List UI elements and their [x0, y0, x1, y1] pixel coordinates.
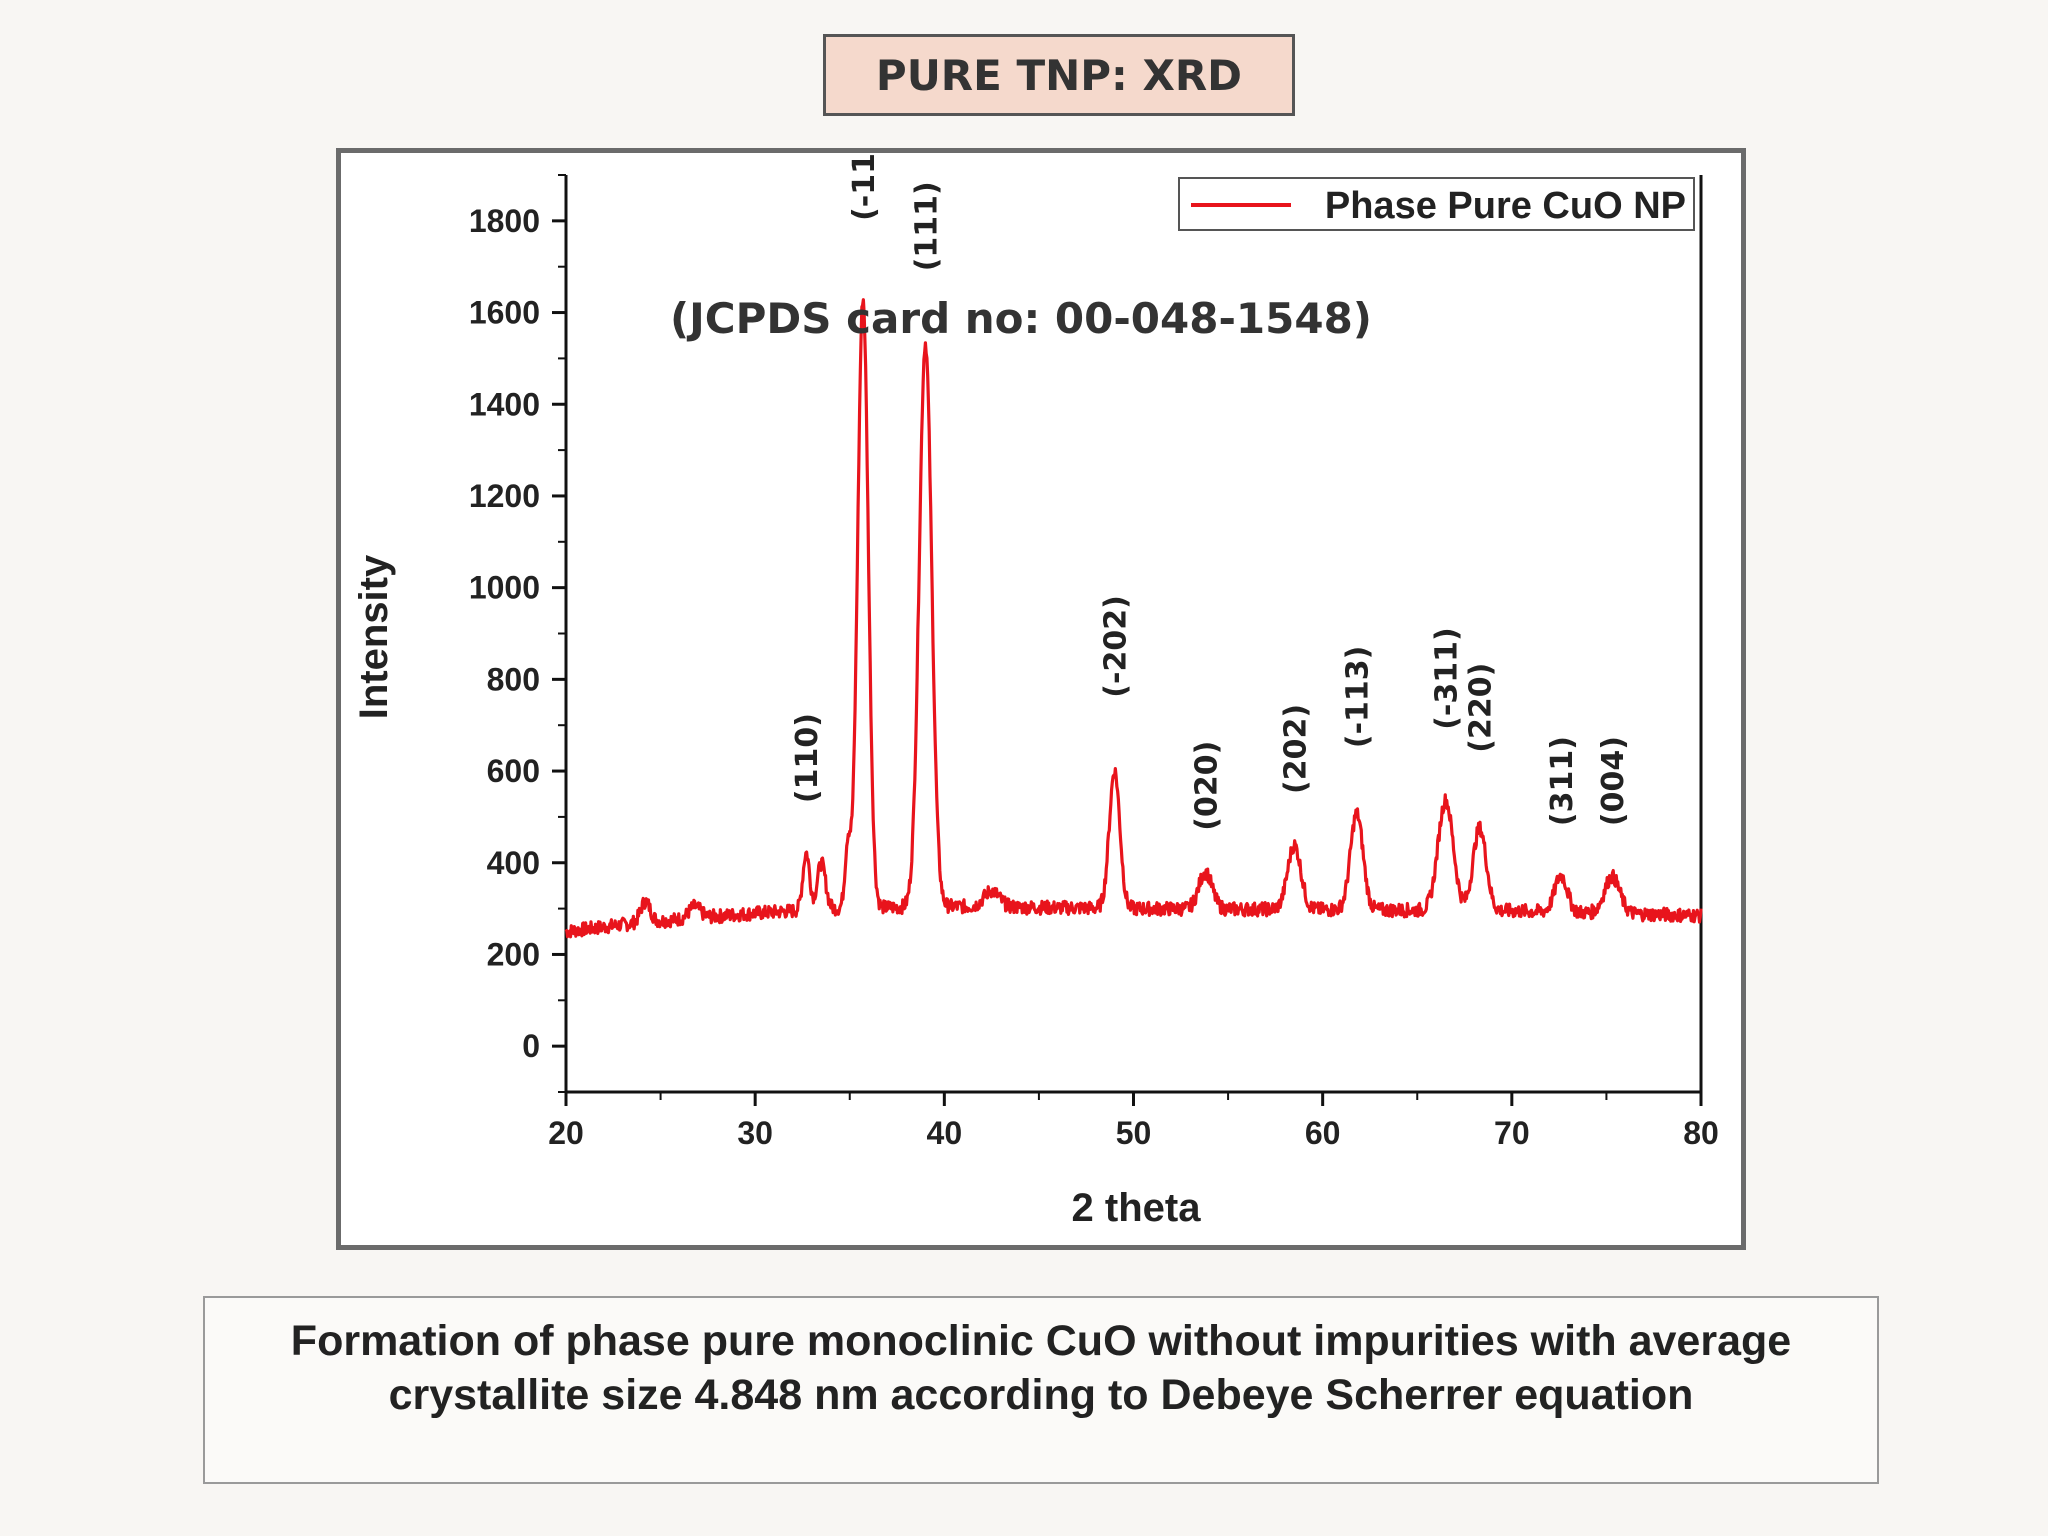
peak-label: (202) [1278, 704, 1313, 794]
x-tick-label: 20 [548, 1115, 584, 1151]
x-tick-label: 30 [737, 1115, 773, 1151]
peak-label: (-111) [847, 153, 882, 221]
peak-label: (-202) [1099, 595, 1134, 698]
x-tick-label: 60 [1305, 1115, 1341, 1151]
peak-label: (-113) [1341, 646, 1376, 749]
caption-text: Formation of phase pure monoclinic CuO w… [290, 1317, 1792, 1419]
y-tick-label: 1800 [469, 203, 540, 239]
y-tick-label: 1000 [469, 570, 540, 606]
x-tick-label: 40 [927, 1115, 963, 1151]
y-axis-label: Intensity [352, 554, 396, 719]
y-tick-label: 1200 [469, 478, 540, 514]
slide-title: PURE TNP: XRD [823, 34, 1295, 116]
series-line [564, 298, 1703, 939]
peak-labels-layer: (110) (-111) (111) (-202) (020) (202) (-113) (-… [790, 153, 1631, 831]
chart-legend: Phase Pure CuO NP [1178, 177, 1695, 231]
y-tick-label: 0 [522, 1028, 540, 1064]
y-tick-label: 400 [487, 845, 540, 881]
x-tick-label: 50 [1116, 1115, 1152, 1151]
legend-label: Phase Pure CuO NP [1325, 185, 1686, 227]
caption-box: Formation of phase pure monoclinic CuO w… [203, 1296, 1879, 1484]
chart-ticks: 20 30 40 50 60 70 8002004006008001000120014001… [469, 174, 1719, 1151]
peak-label: (004) [1596, 736, 1631, 826]
xrd-chart-frame: 20 30 40 50 60 70 80 0 200 400 600 800 1000 1200 1400 1… [336, 148, 1746, 1250]
peak-label: (020) [1189, 741, 1224, 831]
peak-label: (110) [790, 713, 825, 803]
chart-series-layer [564, 298, 1703, 939]
peak-label: (220) [1464, 663, 1499, 753]
y-tick-label: 200 [487, 936, 540, 972]
x-axis-label: 2 theta [1072, 1186, 1202, 1230]
jcpds-annotation: (JCPDS card no: 00-048-1548) [670, 294, 1372, 343]
peak-label: (311) [1545, 736, 1580, 826]
y-tick-label: 600 [487, 753, 540, 789]
peak-label: (111) [909, 181, 944, 271]
xrd-chart: 20 30 40 50 60 70 8002004006008001000120014001… [352, 153, 1719, 1230]
y-tick-label: 800 [487, 661, 540, 697]
y-tick-label: 1600 [469, 295, 540, 331]
x-tick-label: 80 [1683, 1115, 1719, 1151]
x-tick-label: 70 [1494, 1115, 1530, 1151]
y-tick-label: 1400 [469, 386, 540, 422]
peak-label: (-311) [1430, 627, 1465, 730]
